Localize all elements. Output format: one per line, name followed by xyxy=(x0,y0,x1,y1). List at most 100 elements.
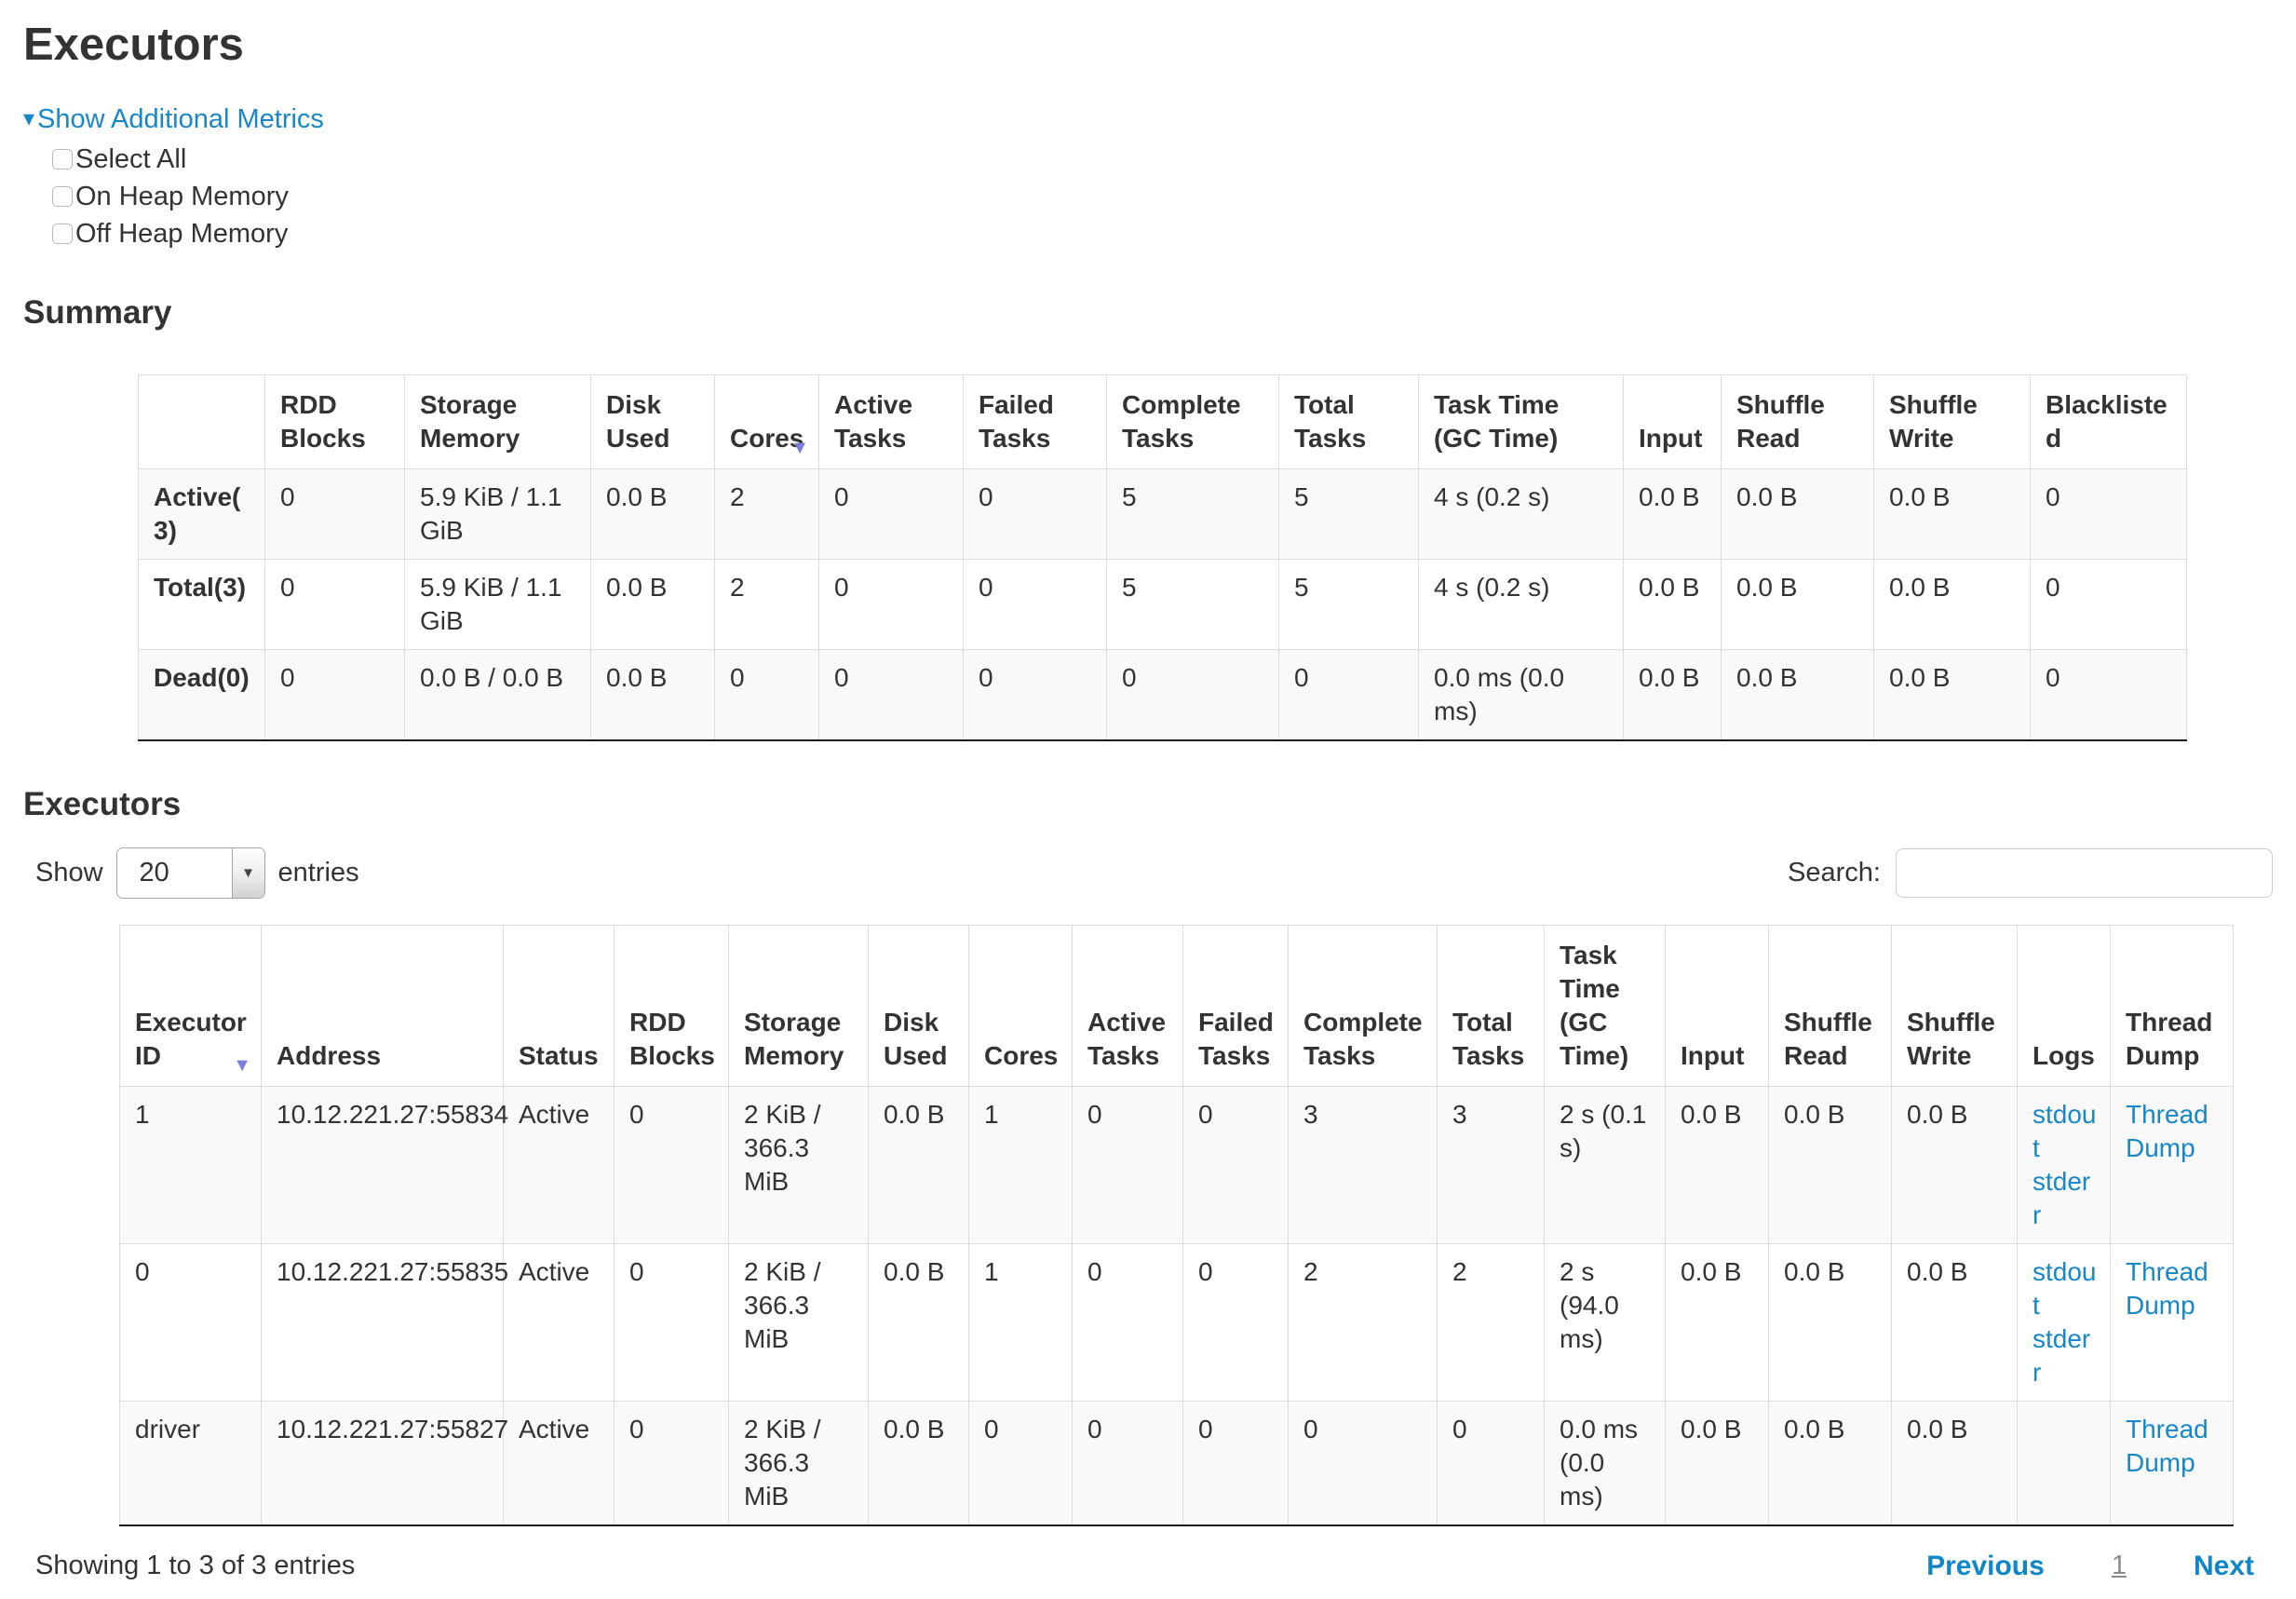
exec-col-task-time[interactable]: Task Time (GC Time) xyxy=(1544,924,1666,1087)
cell: 0.0 B xyxy=(1623,558,1722,650)
cell: 0 xyxy=(1288,1400,1438,1525)
cell: 0.0 B xyxy=(1891,1085,2018,1244)
summary-col-input[interactable]: Input xyxy=(1623,373,1722,469)
summary-col-disk-used[interactable]: Disk Used xyxy=(590,373,715,469)
entries-length-control: Show 20 ▼ entries xyxy=(35,847,359,899)
exec-col-total-tasks[interactable]: Total Tasks xyxy=(1437,924,1545,1087)
summary-col-active-tasks[interactable]: Active Tasks xyxy=(818,373,964,469)
summary-col-shuffle-write[interactable]: Shuffle Write xyxy=(1873,373,2031,469)
summary-col-blank[interactable] xyxy=(138,373,265,469)
summary-header-row: RDD Blocks Storage Memory Disk Used Core… xyxy=(138,373,2187,469)
cell: 5 xyxy=(1278,558,1419,650)
cell: 5.9 KiB / 1.1 GiB xyxy=(404,468,591,560)
page-number-1[interactable]: 1 xyxy=(2111,1551,2127,1580)
exec-col-thread-dump[interactable]: Thread Dump xyxy=(2110,924,2234,1087)
executors-table: Executor ID ▼ Address Status RDD Blocks S… xyxy=(119,924,2234,1526)
off-heap-memory-checkbox[interactable] xyxy=(52,224,73,244)
off-heap-memory-label: Off Heap Memory xyxy=(75,218,289,249)
exec-col-executor-id[interactable]: Executor ID ▼ xyxy=(119,924,262,1087)
cell: 1 xyxy=(968,1085,1073,1244)
cell: 0 xyxy=(1072,1400,1183,1525)
cell: 0 xyxy=(818,648,964,740)
cell: 0 xyxy=(264,648,405,740)
summary-col-storage-memory[interactable]: Storage Memory xyxy=(404,373,591,469)
cell: 2 KiB / 366.3 MiB xyxy=(728,1400,869,1525)
thread-dump-link[interactable]: Thread Dump xyxy=(2126,1099,2208,1162)
checkbox-row-select-all: Select All xyxy=(52,144,2273,175)
select-all-checkbox[interactable] xyxy=(52,149,73,169)
entries-label: entries xyxy=(277,857,359,888)
cell: 2 KiB / 366.3 MiB xyxy=(728,1242,869,1402)
cell: 0 xyxy=(614,1085,729,1244)
summary-col-failed-tasks[interactable]: Failed Tasks xyxy=(963,373,1107,469)
cell: 0.0 B xyxy=(1721,468,1874,560)
select-all-label: Select All xyxy=(75,143,187,174)
previous-button[interactable]: Previous xyxy=(1926,1550,2045,1581)
exec-col-shuffle-read[interactable]: Shuffle Read xyxy=(1768,924,1892,1087)
cell: 2 xyxy=(714,558,819,650)
exec-col-status[interactable]: Status xyxy=(503,924,615,1087)
summary-col-cores[interactable]: Cores ▼ xyxy=(714,373,819,469)
cell: 3 xyxy=(1288,1085,1438,1244)
summary-col-total-tasks[interactable]: Total Tasks xyxy=(1278,373,1419,469)
entries-info: Showing 1 to 3 of 3 entries xyxy=(35,1551,356,1580)
cell: 0 xyxy=(1278,648,1419,740)
on-heap-memory-checkbox[interactable] xyxy=(52,186,73,207)
show-additional-metrics-link[interactable]: ▾ Show Additional Metrics xyxy=(23,104,324,135)
stderr-link[interactable]: stderr xyxy=(2033,1166,2091,1229)
stdout-link[interactable]: stdout xyxy=(2033,1099,2097,1162)
stderr-link[interactable]: stderr xyxy=(2033,1323,2091,1387)
entries-select[interactable]: 20 ▼ xyxy=(115,847,265,899)
logs-cell xyxy=(2017,1400,2111,1525)
cell: 0 xyxy=(614,1400,729,1525)
show-additional-metrics-label: Show Additional Metrics xyxy=(37,103,324,134)
exec-col-logs[interactable]: Logs xyxy=(2017,924,2111,1087)
stdout-link[interactable]: stdout xyxy=(2033,1256,2097,1320)
cell: Active xyxy=(503,1085,615,1244)
cell: 1 xyxy=(119,1085,262,1244)
exec-col-complete-tasks[interactable]: Complete Tasks xyxy=(1288,924,1438,1087)
exec-col-cores[interactable]: Cores xyxy=(968,924,1073,1087)
cell: 0.0 B xyxy=(1891,1242,2018,1402)
cell: 0.0 B xyxy=(1665,1242,1769,1402)
summary-col-shuffle-read[interactable]: Shuffle Read xyxy=(1721,373,1874,469)
entries-select-value: 20 xyxy=(139,857,169,888)
exec-col-address[interactable]: Address xyxy=(261,924,504,1087)
search-input[interactable] xyxy=(1896,847,2273,898)
cell: 5 xyxy=(1278,468,1419,560)
table-controls: Show 20 ▼ entries Search: xyxy=(35,847,2273,899)
cell: 4 s (0.2 s) xyxy=(1418,558,1624,650)
exec-col-shuffle-write[interactable]: Shuffle Write xyxy=(1891,924,2018,1087)
cell: 0.0 B xyxy=(868,1242,969,1402)
exec-col-failed-tasks[interactable]: Failed Tasks xyxy=(1182,924,1289,1087)
cell: 0 xyxy=(963,558,1107,650)
thread-dump-link[interactable]: Thread Dump xyxy=(2126,1256,2208,1320)
cell: 0 xyxy=(1106,648,1279,740)
exec-col-input[interactable]: Input xyxy=(1665,924,1769,1087)
cell: 0.0 B xyxy=(1721,558,1874,650)
summary-row-label: Active(3) xyxy=(138,468,265,560)
cell: 3 xyxy=(1437,1085,1545,1244)
cell: 0.0 B xyxy=(1623,468,1722,560)
thread-dump-link[interactable]: Thread Dump xyxy=(2126,1414,2208,1477)
cell: 2 xyxy=(714,468,819,560)
summary-col-task-time[interactable]: Task Time (GC Time) xyxy=(1418,373,1624,469)
cell: 0 xyxy=(2030,648,2187,740)
exec-col-storage-memory[interactable]: Storage Memory xyxy=(728,924,869,1087)
checkbox-row-on-heap: On Heap Memory xyxy=(52,182,2273,212)
summary-col-complete-tasks[interactable]: Complete Tasks xyxy=(1106,373,1279,469)
next-button[interactable]: Next xyxy=(2193,1550,2254,1581)
cell: 0.0 B xyxy=(868,1085,969,1244)
summary-row-label: Total(3) xyxy=(138,558,265,650)
summary-row-dead: Dead(0) 0 0.0 B / 0.0 B 0.0 B 0 0 0 0 0 … xyxy=(138,648,2187,740)
summary-col-rdd-blocks[interactable]: RDD Blocks xyxy=(264,373,405,469)
summary-col-blacklisted[interactable]: Blacklisted xyxy=(2030,373,2187,469)
table-footer: Showing 1 to 3 of 3 entries Previous 1 N… xyxy=(35,1551,2273,1582)
summary-row-total: Total(3) 0 5.9 KiB / 1.1 GiB 0.0 B 2 0 0… xyxy=(138,558,2187,650)
exec-col-rdd-blocks[interactable]: RDD Blocks xyxy=(614,924,729,1087)
cell: 0.0 B / 0.0 B xyxy=(404,648,591,740)
cell: 0.0 B xyxy=(1768,1400,1892,1525)
exec-col-disk-used[interactable]: Disk Used xyxy=(868,924,969,1087)
exec-col-active-tasks[interactable]: Active Tasks xyxy=(1072,924,1183,1087)
